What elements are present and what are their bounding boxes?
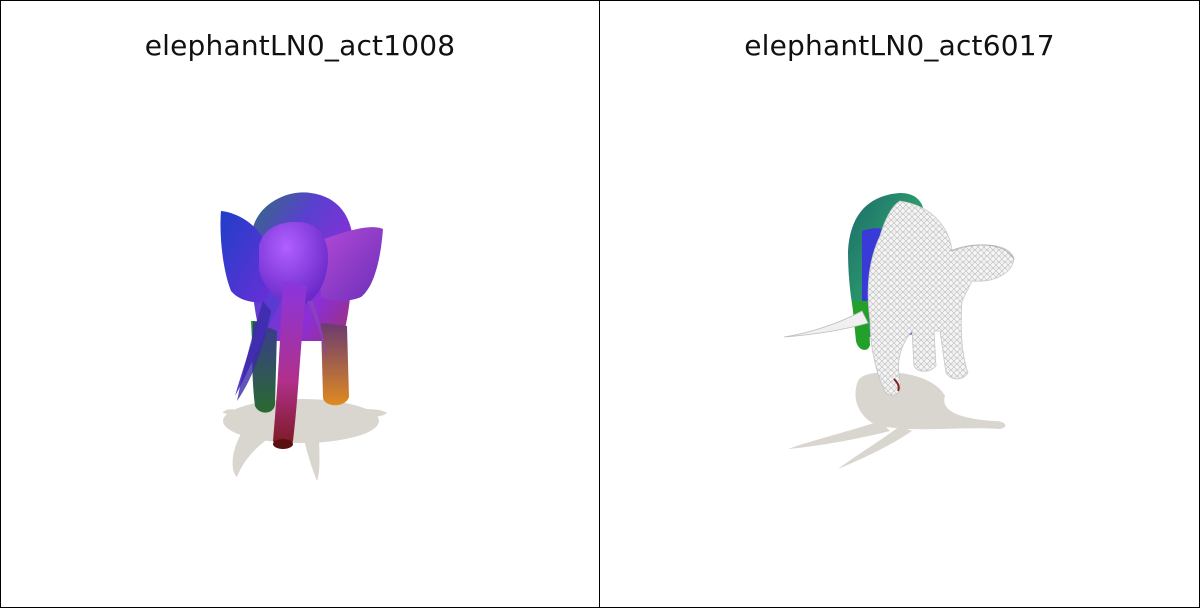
ground-shadow — [223, 399, 387, 481]
panel-title: elephantLN0_act1008 — [144, 29, 456, 62]
panel-title: elephantLN0_act6017 — [744, 29, 1055, 62]
render-panel-right: elephantLN0_act6017 — [599, 0, 1200, 608]
render-panel-left: elephantLN0_act1008 — [0, 0, 600, 608]
elephant-render-left — [220, 192, 387, 481]
elephant-render-right — [783, 193, 1015, 469]
